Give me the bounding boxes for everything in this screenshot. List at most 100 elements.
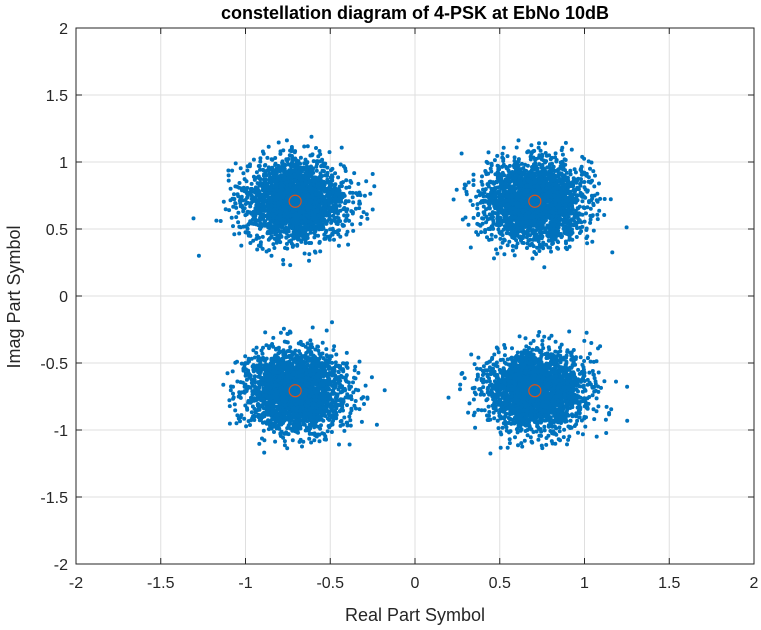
received-symbol-point: [489, 186, 494, 191]
received-symbol-point: [226, 168, 231, 173]
received-symbol-point: [504, 184, 509, 189]
received-symbol-point: [306, 208, 311, 212]
received-symbol-point: [542, 265, 547, 270]
received-symbol-point: [529, 143, 534, 148]
received-symbol-point: [514, 223, 519, 228]
received-symbol-point: [528, 221, 533, 226]
received-symbol-point: [365, 216, 370, 221]
received-symbol-point: [325, 234, 330, 239]
received-symbol-point: [511, 232, 516, 237]
received-symbol-point: [529, 190, 534, 194]
received-symbol-point: [347, 218, 352, 223]
received-symbol-point: [496, 174, 501, 179]
received-symbol-point: [258, 159, 263, 164]
received-symbol-point: [238, 166, 243, 171]
received-symbol-point: [241, 171, 246, 176]
received-symbol-point: [552, 222, 557, 227]
received-symbol-point: [253, 212, 258, 217]
received-symbol-point: [305, 144, 310, 149]
received-symbol-point: [308, 230, 313, 235]
received-symbol-point: [313, 191, 318, 196]
received-symbol-point: [231, 224, 235, 229]
received-symbol-point: [312, 249, 317, 254]
received-symbol-point: [496, 227, 501, 232]
received-symbol-point: [289, 219, 294, 224]
received-symbol-point: [298, 161, 303, 166]
received-symbol-point: [537, 141, 541, 146]
received-symbol-point: [543, 141, 548, 146]
received-symbol-point: [262, 205, 267, 210]
received-symbol-point: [322, 219, 327, 224]
received-symbol-point: [549, 155, 554, 160]
received-symbol-point: [289, 145, 294, 149]
received-symbol-point: [265, 155, 270, 160]
received-symbol-point: [275, 236, 279, 241]
received-symbol-point: [282, 200, 287, 204]
received-symbol-point: [313, 226, 318, 231]
received-symbol-point: [258, 156, 263, 161]
received-symbol-point: [272, 246, 277, 250]
received-symbol-point: [583, 187, 588, 192]
received-symbol-point: [218, 219, 223, 223]
received-symbol-point: [232, 192, 236, 197]
received-symbol-point: [514, 238, 519, 243]
received-symbol-point: [504, 164, 508, 169]
received-symbol-point: [464, 192, 469, 197]
received-symbol-point: [256, 191, 261, 196]
received-symbol-point: [230, 168, 235, 173]
received-symbol-point: [590, 214, 595, 218]
received-symbol-point: [228, 186, 233, 191]
received-symbol-point: [286, 213, 291, 218]
received-symbol-point: [296, 181, 301, 186]
received-symbol-point: [468, 198, 473, 203]
received-symbol-point: [495, 153, 500, 158]
received-symbol-point: [321, 209, 326, 214]
received-symbol-point: [341, 180, 345, 185]
received-symbol-point: [575, 206, 580, 211]
received-symbol-point: [584, 211, 588, 216]
received-symbol-point: [221, 199, 226, 204]
received-symbol-point: [332, 237, 336, 242]
received-symbol-point: [234, 215, 239, 220]
received-symbol-point: [337, 203, 342, 208]
received-symbol-point: [524, 183, 529, 188]
received-symbol-point: [298, 189, 303, 194]
received-symbol-point: [230, 196, 235, 201]
received-symbol-point: [298, 155, 303, 160]
received-symbol-point: [515, 230, 520, 235]
received-symbol-point: [288, 148, 293, 153]
received-symbol-point: [570, 208, 575, 212]
received-symbol-point: [283, 246, 287, 250]
received-symbol-point: [325, 165, 330, 170]
received-symbol-point: [494, 191, 499, 196]
received-symbol-point: [357, 199, 362, 204]
received-symbol-point: [493, 211, 498, 216]
received-symbol-point: [577, 218, 582, 223]
received-symbol-point: [529, 151, 534, 156]
received-symbol-point: [591, 169, 596, 174]
received-symbol-point: [539, 224, 544, 229]
received-symbol-point: [478, 223, 483, 228]
received-symbol-point: [535, 198, 540, 203]
received-symbol-point: [543, 230, 548, 235]
received-symbol-point: [229, 215, 234, 220]
received-symbol-point: [270, 157, 275, 162]
received-symbol-point: [501, 145, 506, 150]
received-symbol-point: [330, 182, 335, 187]
received-symbol-point: [345, 229, 350, 234]
received-symbol-point: [556, 233, 561, 238]
received-symbol-point: [309, 211, 314, 215]
received-symbol-point: [271, 208, 276, 213]
received-symbol-point: [344, 185, 349, 190]
received-symbol-point: [317, 182, 322, 187]
received-symbol-point: [316, 177, 321, 182]
received-symbol-point: [317, 159, 322, 164]
received-symbol-point: [278, 199, 283, 203]
received-symbol-point: [507, 239, 512, 244]
received-symbol-point: [532, 174, 537, 179]
received-symbol-point: [330, 231, 335, 236]
received-symbol-point: [281, 162, 286, 166]
received-symbol-point: [258, 177, 263, 182]
received-symbol-point: [532, 233, 537, 238]
received-symbol-point: [475, 206, 480, 211]
